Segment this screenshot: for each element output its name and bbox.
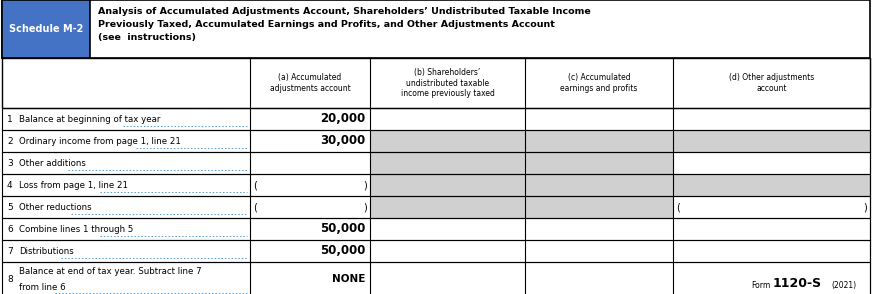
Text: Distributions: Distributions (19, 246, 74, 255)
Bar (370, 152, 525, 174)
Bar (370, 196, 525, 218)
Bar (2, 174, 870, 196)
Text: from line 6: from line 6 (19, 283, 65, 292)
Text: 2: 2 (7, 136, 12, 146)
Bar (673, 174, 870, 196)
Text: 50,000: 50,000 (320, 223, 365, 235)
Text: 1: 1 (7, 114, 13, 123)
Bar (2, 108, 870, 130)
Bar (525, 130, 673, 152)
Bar (2, 130, 870, 152)
Text: Balance at end of tax year. Subtract line 7: Balance at end of tax year. Subtract lin… (19, 267, 201, 276)
Text: (2021): (2021) (831, 281, 856, 290)
Text: Schedule M-2: Schedule M-2 (9, 24, 83, 34)
Bar (673, 130, 870, 152)
Text: (: ( (253, 180, 257, 190)
Text: Ordinary income from page 1, line 21: Ordinary income from page 1, line 21 (19, 136, 181, 146)
Text: 50,000: 50,000 (320, 245, 365, 258)
Text: 1120-S: 1120-S (773, 277, 822, 290)
Text: 7: 7 (7, 246, 13, 255)
Bar (2, 174, 870, 196)
Text: Form: Form (751, 281, 770, 290)
Bar (2, 262, 870, 294)
Text: Balance at beginning of tax year: Balance at beginning of tax year (19, 114, 160, 123)
Text: ): ) (364, 202, 367, 212)
Text: 3: 3 (7, 158, 13, 168)
Text: (c) Accumulated
earnings and profits: (c) Accumulated earnings and profits (561, 73, 637, 93)
Text: 6: 6 (7, 225, 13, 233)
Bar (2, 0, 90, 58)
Bar (525, 152, 673, 174)
Text: Combine lines 1 through 5: Combine lines 1 through 5 (19, 225, 133, 233)
Text: 4: 4 (7, 181, 12, 190)
Bar (2, 218, 870, 240)
Bar (2, 196, 870, 218)
Text: (: ( (253, 202, 257, 212)
Bar (2, 240, 870, 262)
Bar (370, 174, 525, 196)
Text: (b) Shareholders’
undistributed taxable
income previously taxed: (b) Shareholders’ undistributed taxable … (400, 68, 494, 98)
Text: Other additions: Other additions (19, 158, 85, 168)
Bar (2, 218, 870, 240)
Bar (370, 130, 525, 152)
Bar (2, 0, 870, 58)
Bar (2, 152, 870, 174)
Text: Analysis of Accumulated Adjustments Account, Shareholders’ Undistributed Taxable: Analysis of Accumulated Adjustments Acco… (98, 7, 590, 16)
Text: 30,000: 30,000 (320, 134, 365, 148)
Text: ): ) (364, 180, 367, 190)
Bar (2, 108, 870, 130)
Bar (2, 152, 870, 174)
Bar (2, 130, 870, 152)
Bar (2, 262, 870, 294)
Text: NONE: NONE (331, 275, 365, 285)
Text: (d) Other adjustments
account: (d) Other adjustments account (729, 73, 814, 93)
Text: Previously Taxed, Accumulated Earnings and Profits, and Other Adjustments Accoun: Previously Taxed, Accumulated Earnings a… (98, 20, 555, 29)
Text: (a) Accumulated
adjustments account: (a) Accumulated adjustments account (269, 73, 351, 93)
Text: 8: 8 (7, 275, 13, 284)
Text: (: ( (676, 202, 680, 212)
Text: Other reductions: Other reductions (19, 203, 92, 211)
Bar (525, 174, 673, 196)
Bar (525, 196, 673, 218)
Text: Loss from page 1, line 21: Loss from page 1, line 21 (19, 181, 128, 190)
Text: 20,000: 20,000 (320, 113, 365, 126)
Bar (2, 240, 870, 262)
Text: ): ) (863, 202, 867, 212)
Text: (see  instructions): (see instructions) (98, 33, 196, 42)
Text: 5: 5 (7, 203, 13, 211)
Bar (2, 196, 870, 218)
Bar (2, 58, 870, 108)
